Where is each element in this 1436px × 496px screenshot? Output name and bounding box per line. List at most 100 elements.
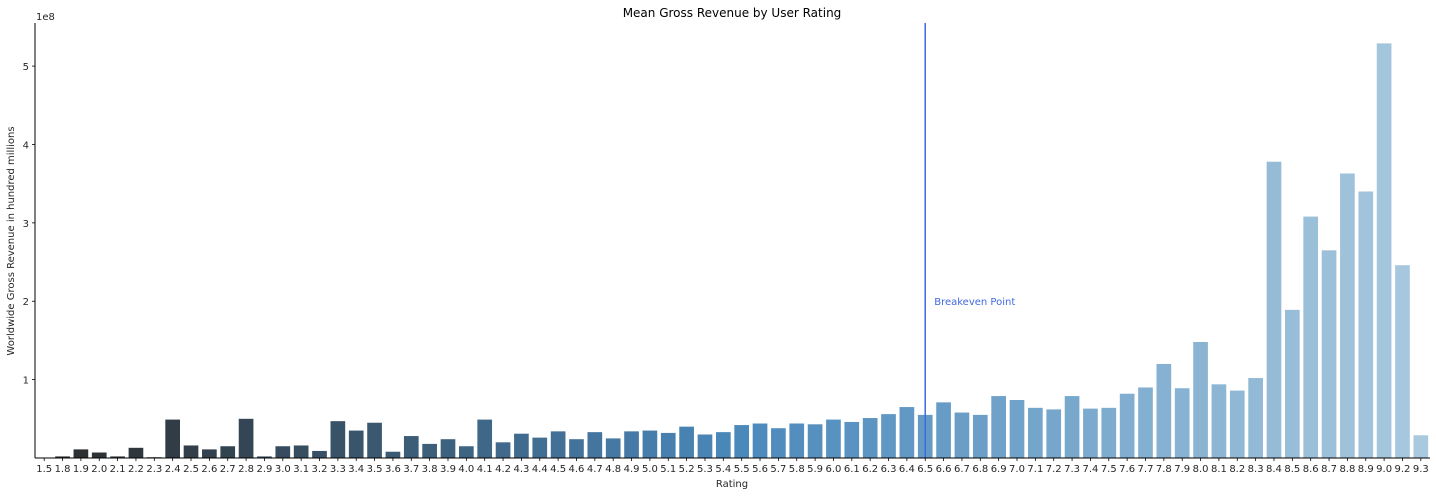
bar-8.6 bbox=[1303, 216, 1319, 458]
x-tick-label: 2.9 bbox=[256, 464, 272, 475]
bar-3.8 bbox=[422, 443, 437, 458]
bar-3.0 bbox=[275, 446, 291, 458]
x-tick-label: 1.9 bbox=[73, 464, 89, 475]
y-tick-label: 2 bbox=[23, 297, 29, 308]
bar-7.6 bbox=[1119, 393, 1135, 458]
x-tick-label: 1.5 bbox=[36, 464, 52, 475]
bar-2.1 bbox=[110, 456, 125, 458]
bar-1.8 bbox=[55, 456, 70, 458]
x-tick-label: 5.7 bbox=[770, 464, 786, 475]
bar-5.0 bbox=[642, 430, 658, 458]
bar-2.4 bbox=[165, 419, 180, 458]
x-tick-label: 5.2 bbox=[679, 464, 695, 475]
x-tick-label: 6.0 bbox=[825, 464, 841, 475]
bar-4.7 bbox=[587, 432, 603, 458]
x-tick-label: 5.9 bbox=[807, 464, 823, 475]
x-tick-label: 6.1 bbox=[844, 464, 860, 475]
x-tick-label: 2.0 bbox=[91, 464, 107, 475]
y-ticks-group: 1 2 3 4 5 bbox=[23, 62, 35, 387]
x-tick-label: 5.5 bbox=[734, 464, 750, 475]
x-tick-label: 8.2 bbox=[1229, 464, 1245, 475]
bar-6.0 bbox=[826, 419, 841, 458]
bar-6.4 bbox=[899, 407, 915, 458]
x-tick-label: 3.7 bbox=[403, 464, 419, 475]
bar-6.3 bbox=[881, 414, 896, 458]
bar-5.9 bbox=[807, 424, 823, 458]
bar-5.6 bbox=[752, 423, 768, 458]
bar-7.9 bbox=[1174, 388, 1190, 458]
bar-8.7 bbox=[1321, 250, 1337, 458]
x-tick-label: 2.5 bbox=[183, 464, 199, 475]
x-tick-label: 8.9 bbox=[1358, 464, 1374, 475]
x-tick-label: 3.2 bbox=[312, 464, 328, 475]
y-tick-label: 1 bbox=[23, 376, 29, 387]
y-tick-label: 5 bbox=[23, 62, 29, 73]
bar-3.1 bbox=[293, 445, 309, 458]
bar-8.4 bbox=[1266, 161, 1282, 459]
bar-3.9 bbox=[440, 439, 456, 458]
x-tick-label: 3.3 bbox=[330, 464, 346, 475]
x-tick-label: 3.4 bbox=[348, 464, 364, 475]
bar-6.8 bbox=[972, 414, 988, 458]
x-tick-label: 9.0 bbox=[1376, 464, 1392, 475]
x-tick-label: 5.1 bbox=[660, 464, 676, 475]
bar-7.4 bbox=[1083, 408, 1098, 458]
bar-7.3 bbox=[1064, 396, 1080, 458]
x-tick-label: 4.5 bbox=[550, 464, 566, 475]
x-tick-label: 6.3 bbox=[881, 464, 897, 475]
y-axis-title: Worldwide Gross Revenue in hundred milli… bbox=[6, 126, 17, 355]
bar-5.4 bbox=[715, 432, 731, 458]
y-tick-label: 3 bbox=[23, 219, 29, 230]
bar-6.2 bbox=[862, 418, 878, 458]
x-tick-label: 4.9 bbox=[624, 464, 640, 475]
bar-7.7 bbox=[1138, 387, 1153, 458]
x-tick-label: 2.2 bbox=[128, 464, 144, 475]
x-tick-label: 4.4 bbox=[532, 464, 548, 475]
x-tick-label: 7.6 bbox=[1119, 464, 1135, 475]
bar-5.5 bbox=[734, 425, 750, 458]
bar-8.8 bbox=[1340, 173, 1355, 459]
bar-3.3 bbox=[330, 421, 346, 458]
x-tick-label: 8.1 bbox=[1211, 464, 1227, 475]
bar-3.6 bbox=[385, 451, 401, 458]
x-tick-label: 5.6 bbox=[752, 464, 768, 475]
x-tick-label: 2.3 bbox=[146, 464, 162, 475]
x-tick-label: 2.7 bbox=[220, 464, 236, 475]
x-ticks-group: 1.5 1.8 1.9 2.0 2.1 2.2 2.3 2.4 2.5 2.6 2.7 2.8 2.9 3… bbox=[36, 458, 1429, 475]
bar-7.1 bbox=[1028, 407, 1043, 458]
x-tick-label: 6.6 bbox=[936, 464, 952, 475]
chart-title: Mean Gross Revenue by User Rating bbox=[623, 6, 842, 20]
y-tick-label: 4 bbox=[23, 140, 29, 151]
bar-4.9 bbox=[624, 431, 639, 458]
bar-2.0 bbox=[91, 452, 107, 458]
x-tick-label: 8.5 bbox=[1284, 464, 1300, 475]
x-tick-label: 6.5 bbox=[917, 464, 933, 475]
annotations-group: Breakeven Point bbox=[924, 23, 1015, 458]
x-tick-label: 8.0 bbox=[1193, 464, 1209, 475]
bar-7.5 bbox=[1101, 407, 1117, 458]
bar-7.2 bbox=[1046, 409, 1062, 458]
x-tick-label: 2.8 bbox=[238, 464, 254, 475]
bar-9.3 bbox=[1413, 435, 1429, 458]
y-axis-offset-label: 1e8 bbox=[36, 12, 55, 23]
x-tick-label: 4.7 bbox=[587, 464, 603, 475]
x-tick-label: 6.4 bbox=[899, 464, 915, 475]
x-tick-label: 7.4 bbox=[1082, 464, 1098, 475]
x-tick-label: 3.9 bbox=[440, 464, 456, 475]
bar-8.5 bbox=[1284, 309, 1300, 458]
x-tick-label: 2.6 bbox=[201, 464, 217, 475]
x-tick-label: 7.7 bbox=[1138, 464, 1154, 475]
bar-9.2 bbox=[1395, 265, 1410, 458]
bar-7.0 bbox=[1009, 400, 1025, 458]
x-tick-label: 7.9 bbox=[1174, 464, 1190, 475]
x-tick-label: 7.1 bbox=[1027, 464, 1043, 475]
x-tick-label: 3.1 bbox=[293, 464, 309, 475]
bar-4.0 bbox=[459, 446, 474, 458]
x-tick-label: 4.0 bbox=[458, 464, 474, 475]
x-tick-label: 7.0 bbox=[1009, 464, 1025, 475]
x-tick-label: 5.4 bbox=[715, 464, 731, 475]
x-tick-label: 6.7 bbox=[954, 464, 970, 475]
bar-5.3 bbox=[697, 434, 713, 458]
x-tick-label: 8.3 bbox=[1248, 464, 1264, 475]
